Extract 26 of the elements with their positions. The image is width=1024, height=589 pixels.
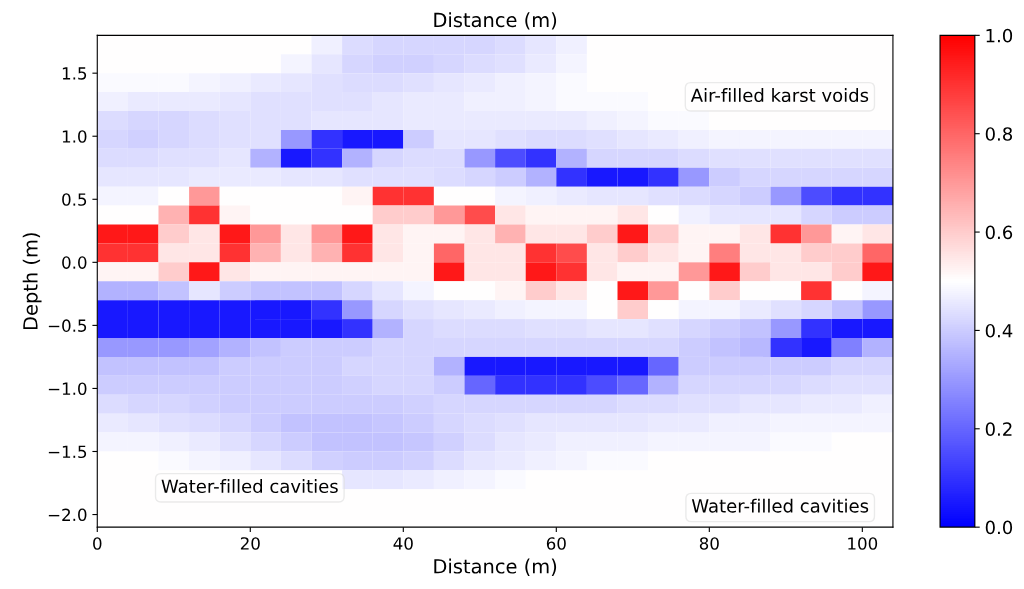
x-tick-label: 40 <box>393 537 413 550</box>
y-tick-label: 1.5 <box>62 67 87 80</box>
x-tick-label: 20 <box>240 537 260 550</box>
x-tick-label: 100 <box>848 537 878 550</box>
color-bar-label: 0.2 <box>985 422 1012 436</box>
y-axis-title: Depth (m) <box>22 233 42 330</box>
color-bar-label: 1.0 <box>986 28 1013 43</box>
color-bar-label: 0.0 <box>985 520 1013 535</box>
chart-title: Distance (m) <box>434 12 557 30</box>
x-tick-label: 80 <box>699 537 719 550</box>
y-tick-label: 0.0 <box>62 256 87 269</box>
y-tick-label: −0.5 <box>48 319 87 332</box>
color-bar-label: 0.4 <box>985 323 1013 338</box>
x-tick-label: 0 <box>93 537 102 550</box>
y-tick-label: 0.5 <box>62 193 87 206</box>
y-tick-label: −1.0 <box>48 382 87 396</box>
annotation: Water-filled cavities <box>161 479 338 494</box>
y-tick-label: −1.5 <box>48 445 87 459</box>
color-bar-label: 0.8 <box>985 127 1013 141</box>
color-bar-label: 0.6 <box>985 225 1013 240</box>
x-axis-title: Distance (m) <box>434 558 557 576</box>
y-tick-label: −2.0 <box>48 508 87 522</box>
y-tick-label: 1.0 <box>62 130 87 143</box>
annotation: Water-filled cavities <box>691 498 869 513</box>
x-tick-label: 60 <box>546 537 566 550</box>
annotation: Air-filled karst voids <box>690 88 869 103</box>
